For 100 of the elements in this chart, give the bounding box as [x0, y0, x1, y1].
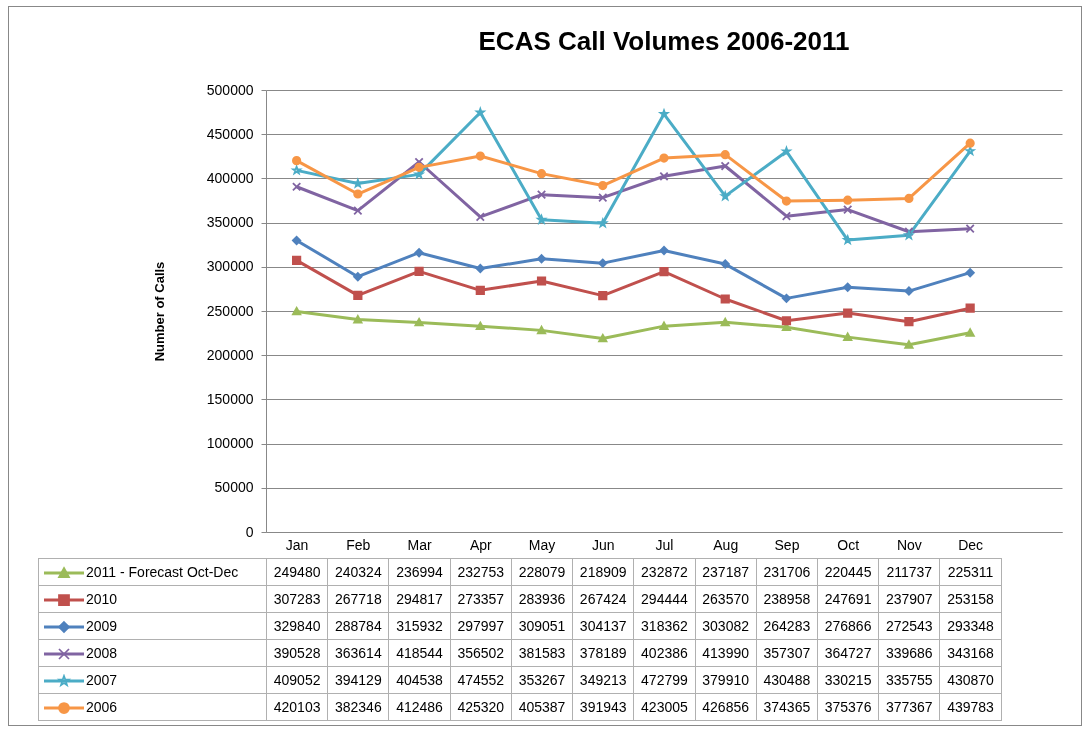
y-tick-label: 350000 [206, 214, 254, 231]
x-tick-label: Sep [774, 536, 800, 553]
data-label: 420103 [266, 693, 328, 721]
point [720, 317, 730, 327]
data-label: 228079 [511, 558, 573, 586]
data-label: 315932 [388, 612, 451, 640]
data-label: 253158 [939, 585, 1002, 613]
point [414, 157, 424, 167]
point [536, 254, 547, 264]
data-label: 330215 [817, 666, 879, 694]
data-label: 218909 [572, 558, 634, 586]
point [598, 193, 608, 203]
data-label: 418544 [388, 639, 451, 667]
data-label: 412486 [388, 693, 451, 721]
chart-title: ECAS Call Volumes 2006-2011 [478, 26, 850, 56]
data-label: 405387 [511, 693, 573, 721]
data-label: 357307 [756, 639, 818, 667]
data-label: 381583 [511, 639, 573, 667]
point [965, 224, 975, 234]
point [659, 267, 669, 277]
data-label: 293348 [939, 612, 1002, 640]
data-label: 220445 [817, 558, 879, 586]
legend-label: 2009 [86, 617, 118, 634]
x-tick-label: Jun [591, 536, 615, 553]
point [536, 169, 547, 179]
data-label: 249480 [266, 558, 328, 586]
data-label: 353267 [511, 666, 573, 694]
data-label: 267424 [572, 585, 634, 613]
point [475, 212, 485, 222]
y-tick-label: 450000 [206, 125, 254, 142]
point [353, 189, 363, 199]
data-label: 263570 [695, 585, 757, 613]
point [720, 294, 730, 304]
data-label: 375376 [817, 693, 879, 721]
data-label: 237187 [695, 558, 757, 586]
point [781, 293, 792, 303]
data-label: 236994 [388, 558, 451, 586]
legend-label: 2007 [86, 671, 118, 688]
legend-label: 2010 [86, 590, 118, 607]
point [536, 190, 547, 200]
data-label: 329840 [266, 612, 328, 640]
point [353, 178, 363, 188]
data-label: 390528 [266, 639, 328, 667]
x-tick-label: Dec [958, 536, 984, 553]
data-label: 426856 [695, 693, 757, 721]
y-tick-label: 250000 [206, 302, 254, 319]
point [659, 109, 669, 118]
point [659, 245, 669, 256]
point [904, 340, 914, 349]
data-label: 413990 [695, 639, 757, 667]
point [598, 333, 608, 343]
point [843, 204, 853, 215]
data-label: 303082 [695, 612, 757, 640]
y-tick-label: 150000 [206, 390, 254, 407]
x-tick-label: Jan [285, 536, 309, 553]
data-label: 379910 [695, 666, 757, 694]
data-label: 404538 [388, 666, 451, 694]
data-label: 364727 [817, 639, 879, 667]
data-label: 288784 [327, 612, 389, 640]
data-label: 339686 [878, 639, 940, 667]
data-label: 430488 [756, 666, 818, 694]
y-tick-label: 200000 [206, 346, 254, 363]
data-label: 335755 [878, 666, 940, 694]
y-tick-label: 500000 [206, 81, 254, 98]
point [414, 317, 424, 327]
x-tick-label: Feb [346, 536, 371, 553]
data-label: 402386 [633, 639, 696, 667]
point [598, 218, 608, 228]
point [965, 328, 975, 337]
point [475, 321, 485, 331]
point [904, 193, 914, 204]
data-label: 363614 [327, 639, 389, 667]
point [598, 258, 608, 268]
point [659, 321, 669, 331]
data-label: 237907 [878, 585, 940, 613]
data-label: 439783 [939, 693, 1002, 721]
point [292, 255, 302, 265]
point [598, 290, 608, 301]
data-label: 472799 [633, 666, 696, 694]
point [475, 285, 485, 295]
data-label: 377367 [878, 693, 940, 721]
data-label: 378189 [572, 639, 634, 667]
point [843, 282, 853, 292]
point [292, 235, 302, 246]
point [781, 316, 792, 326]
data-label: 232872 [633, 558, 696, 586]
y-tick-label: 300000 [206, 258, 254, 275]
x-tick-label: May [528, 536, 556, 553]
data-label: 225311 [939, 558, 1002, 586]
point [475, 263, 485, 274]
data-label: 231706 [756, 558, 818, 586]
data-label: 425320 [450, 693, 512, 721]
data-label: 391943 [572, 693, 634, 721]
y-tick-label: 0 [245, 523, 254, 540]
point [353, 272, 363, 282]
data-label: 294817 [388, 585, 451, 613]
point [843, 308, 853, 318]
point [843, 332, 853, 341]
x-tick-label: Jul [655, 536, 674, 553]
point [353, 314, 363, 324]
